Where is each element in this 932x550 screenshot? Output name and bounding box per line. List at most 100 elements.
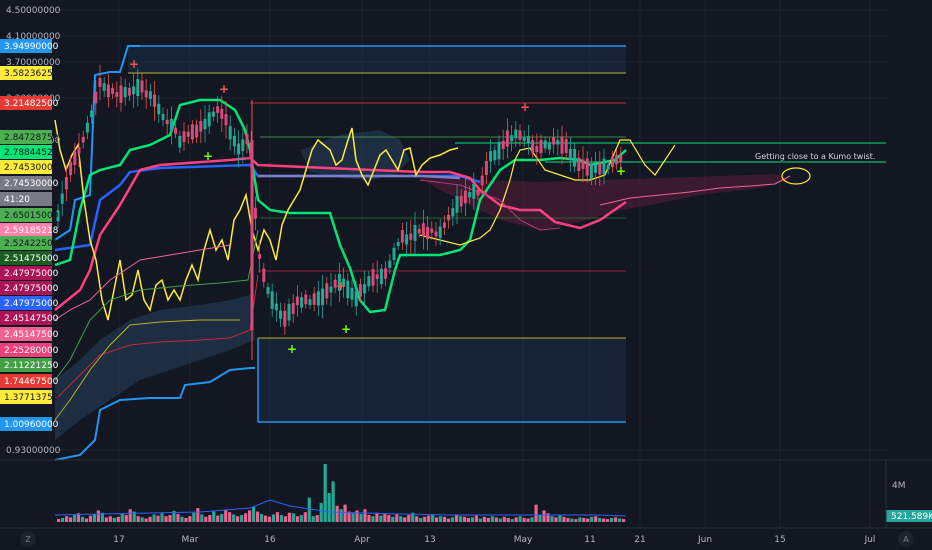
candle-body bbox=[489, 151, 493, 162]
candle-body bbox=[127, 87, 131, 96]
candle-body bbox=[291, 303, 295, 314]
donchian-upper bbox=[54, 45, 140, 241]
volume-bar bbox=[379, 515, 383, 522]
candle-body bbox=[417, 228, 421, 234]
price-label-badge bbox=[0, 192, 52, 206]
envelope-red bbox=[54, 274, 259, 401]
candle-body bbox=[480, 175, 484, 186]
candle-body bbox=[56, 210, 60, 222]
candle-body bbox=[287, 303, 291, 321]
candle-body bbox=[81, 136, 85, 143]
candle-body bbox=[220, 108, 224, 119]
candle-body bbox=[178, 135, 182, 148]
candle-body bbox=[136, 79, 140, 97]
volume-bar bbox=[574, 519, 578, 522]
volume-bar bbox=[367, 515, 371, 522]
volume-bar bbox=[244, 513, 248, 522]
candle-body bbox=[115, 92, 119, 97]
candle-body bbox=[354, 290, 358, 307]
candle-body bbox=[363, 284, 367, 294]
candle-body bbox=[405, 234, 409, 245]
price-label-text: 1.37713750 bbox=[4, 393, 59, 403]
volume-bar bbox=[184, 517, 188, 522]
volume-bar bbox=[614, 517, 618, 522]
candle-body bbox=[514, 129, 518, 139]
candle-body bbox=[321, 288, 325, 305]
volume-bar bbox=[474, 515, 478, 522]
x-tick-label: 16 bbox=[264, 535, 276, 545]
candle-body bbox=[270, 291, 274, 309]
forward-pink bbox=[599, 175, 791, 206]
volume-bar bbox=[490, 516, 494, 522]
volume-bar bbox=[88, 515, 93, 522]
volume-bar bbox=[478, 518, 482, 522]
volume-bar bbox=[291, 513, 295, 522]
price-label-badge bbox=[0, 358, 52, 372]
envelope-pink bbox=[54, 244, 231, 321]
volume-bar bbox=[208, 515, 212, 522]
volume-bar bbox=[442, 516, 447, 522]
price-label-badge bbox=[0, 39, 52, 53]
annotation-group[interactable]: Getting close to a Kumo twist. bbox=[755, 152, 875, 185]
volume-bar bbox=[522, 517, 526, 522]
volume-bar bbox=[598, 517, 602, 522]
candle-body bbox=[552, 136, 556, 145]
volume-last-label: 521.589K bbox=[891, 512, 932, 522]
candle-body bbox=[346, 280, 350, 299]
kumo-cloud-left bbox=[55, 295, 255, 440]
candle-body bbox=[312, 293, 316, 305]
candle-body bbox=[413, 224, 417, 241]
candle-body bbox=[384, 268, 388, 279]
candle-body bbox=[329, 286, 333, 293]
candle-body bbox=[426, 226, 430, 240]
candle-body bbox=[547, 142, 551, 150]
candle-body bbox=[203, 118, 207, 130]
volume-bar bbox=[530, 517, 534, 522]
candle-body bbox=[560, 136, 564, 154]
volume-bar bbox=[371, 516, 375, 522]
volume-bar bbox=[164, 516, 168, 522]
volume-bar bbox=[275, 512, 280, 522]
candle-body bbox=[316, 291, 320, 306]
volume-bar bbox=[303, 512, 307, 522]
marker-plus-green: + bbox=[287, 342, 297, 356]
toolbar-a-label: A bbox=[903, 535, 909, 544]
volume-bar bbox=[144, 518, 148, 522]
volume-bar bbox=[224, 509, 228, 522]
price-label-text: 2.59185218 bbox=[4, 226, 59, 236]
candle-body bbox=[77, 146, 81, 154]
volume-bar bbox=[494, 517, 498, 522]
volume-bar bbox=[108, 516, 112, 522]
volume-bar bbox=[228, 512, 232, 522]
candle-body bbox=[304, 294, 308, 305]
candle-body bbox=[211, 111, 215, 117]
price-label-badge bbox=[0, 374, 52, 388]
candle-body bbox=[505, 130, 509, 147]
candle-body bbox=[526, 136, 530, 144]
volume-bar bbox=[482, 516, 486, 522]
candle-body bbox=[598, 162, 602, 175]
candle-body bbox=[157, 103, 161, 115]
volume-bar bbox=[68, 517, 73, 522]
range-box-lower bbox=[258, 338, 626, 422]
signal-markers: + + + + + + + + bbox=[129, 57, 626, 356]
price-label-badge bbox=[0, 327, 52, 341]
toolbar-z-button[interactable]: Z bbox=[20, 531, 36, 547]
price-label-badge bbox=[0, 236, 52, 250]
candle-body bbox=[455, 196, 459, 213]
candle-body bbox=[169, 118, 173, 133]
price-label-text: 2.78844525 bbox=[4, 148, 58, 158]
volume-bar bbox=[80, 516, 85, 522]
x-tick-label: Jun bbox=[697, 535, 712, 545]
price-label-badge bbox=[0, 176, 52, 190]
volume-bar bbox=[586, 518, 590, 522]
toolbar-a-button[interactable]: A bbox=[898, 531, 914, 547]
volume-bar bbox=[387, 515, 391, 522]
time-axis[interactable]: 17 Mar 16 Apr 13 May 11 21 Jun 15 Jul bbox=[113, 535, 875, 545]
volume-bar bbox=[315, 515, 319, 522]
volume-bar bbox=[566, 517, 570, 522]
toolbar-a-circle bbox=[898, 531, 914, 547]
volume-bar bbox=[240, 515, 244, 522]
candle-body bbox=[400, 229, 404, 243]
